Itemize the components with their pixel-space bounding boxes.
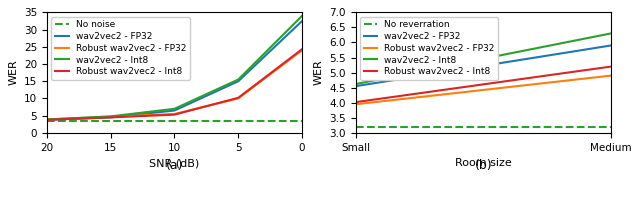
X-axis label: SNR (dB): SNR (dB) — [149, 158, 200, 168]
wav2vec2 - FP32 — [234, 80, 242, 83]
X-axis label: Room size: Room size — [455, 158, 511, 168]
wav2vec2 - FP32 — [171, 109, 179, 112]
No noise — [234, 119, 242, 122]
No noise — [107, 119, 115, 122]
Robust wav2vec2 - FP32 — [298, 49, 306, 51]
No noise — [43, 119, 51, 122]
wav2vec2 - Int8 — [298, 14, 306, 17]
wav2vec2 - Int8 — [43, 118, 51, 121]
Robust wav2vec2 - FP32 — [107, 116, 115, 118]
Line: Robust wav2vec2 - FP32: Robust wav2vec2 - FP32 — [47, 50, 302, 119]
wav2vec2 - FP32 — [107, 116, 115, 119]
Title: (a): (a) — [166, 159, 183, 172]
Robust wav2vec2 - FP32 — [171, 113, 179, 115]
Line: Robust wav2vec2 - Int8: Robust wav2vec2 - Int8 — [47, 49, 302, 120]
Robust wav2vec2 - Int8 — [43, 119, 51, 121]
wav2vec2 - Int8 — [234, 78, 242, 81]
Line: wav2vec2 - Int8: wav2vec2 - Int8 — [47, 16, 302, 119]
wav2vec2 - Int8 — [107, 115, 115, 118]
No noise — [171, 119, 179, 122]
Title: (b): (b) — [474, 159, 492, 172]
Robust wav2vec2 - Int8 — [234, 97, 242, 99]
wav2vec2 - FP32 — [298, 20, 306, 22]
Y-axis label: WER: WER — [8, 60, 19, 85]
Legend: No reverration, wav2vec2 - FP32, Robust wav2vec2 - FP32, wav2vec2 - Int8, Robust: No reverration, wav2vec2 - FP32, Robust … — [360, 17, 499, 80]
Robust wav2vec2 - Int8 — [298, 48, 306, 50]
wav2vec2 - Int8 — [171, 108, 179, 110]
wav2vec2 - FP32 — [43, 119, 51, 121]
Robust wav2vec2 - Int8 — [171, 113, 179, 116]
Robust wav2vec2 - FP32 — [234, 97, 242, 100]
Legend: No noise, wav2vec2 - FP32, Robust wav2vec2 - FP32, wav2vec2 - Int8, Robust wav2v: No noise, wav2vec2 - FP32, Robust wav2ve… — [51, 17, 189, 80]
Line: wav2vec2 - FP32: wav2vec2 - FP32 — [47, 21, 302, 120]
Robust wav2vec2 - Int8 — [107, 116, 115, 119]
Robust wav2vec2 - FP32 — [43, 118, 51, 121]
No noise — [298, 119, 306, 122]
Y-axis label: WER: WER — [314, 60, 324, 85]
